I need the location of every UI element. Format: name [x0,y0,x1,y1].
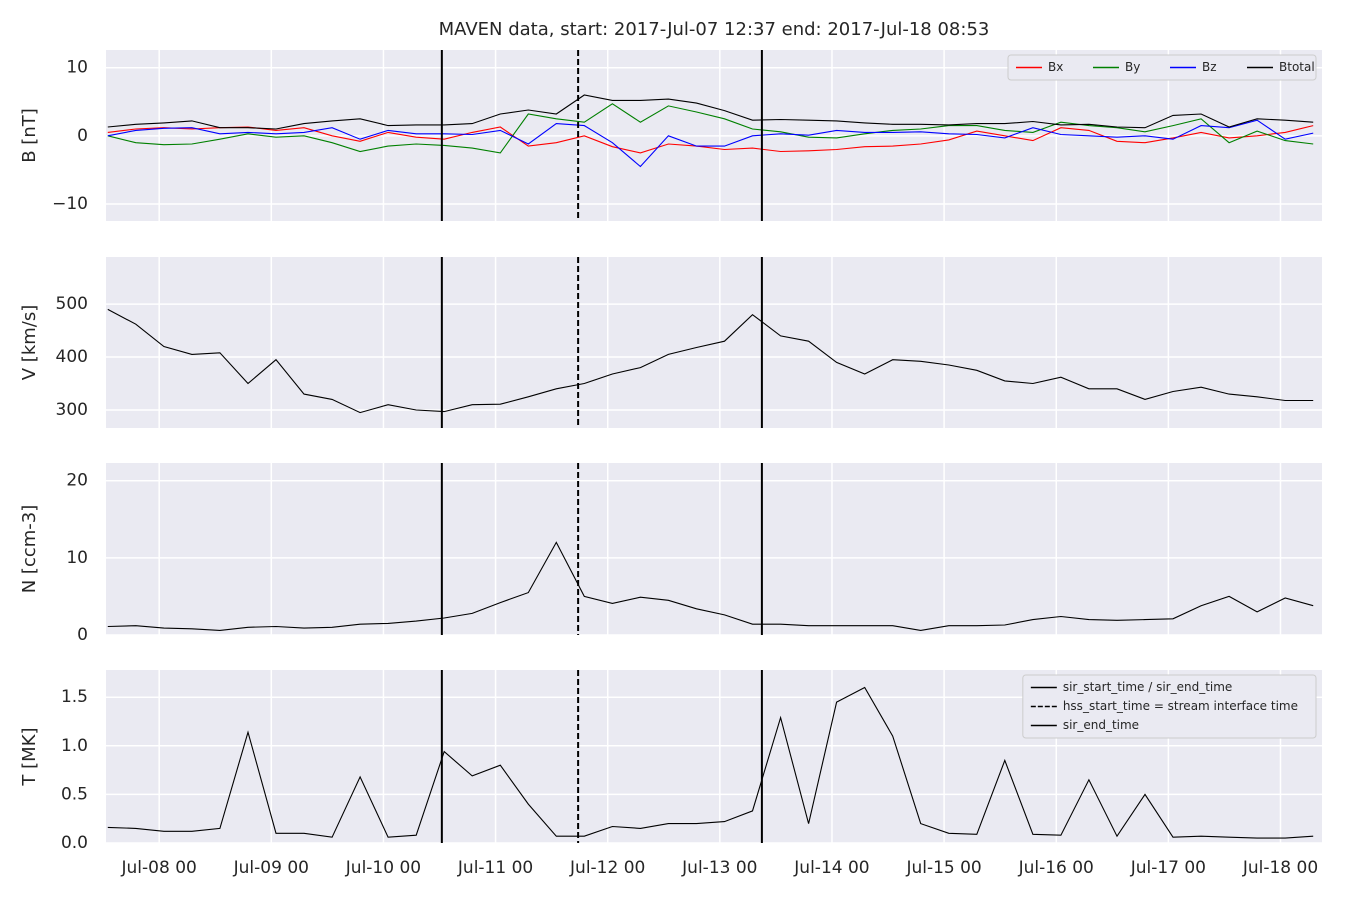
legend-label: sir_end_time [1063,718,1139,732]
y-axis-label: T [MK] [19,727,40,786]
data-line [107,103,1314,154]
data-line [107,125,1314,154]
y-axis-label: B [nT] [19,108,40,163]
y-tick-label: 1.5 [61,687,88,707]
legend-box [1022,674,1317,739]
data-line [107,541,1314,631]
y-tick-label: 300 [56,400,88,420]
y-tick-label: −10 [52,194,88,214]
x-tick-label: Jul-12 00 [569,858,645,878]
legend: sir_start_time / sir_end_time hss_start_t… [1030,680,1298,732]
x-tick-label: Jul-16 00 [1018,858,1094,878]
legend-label: hss_start_time = stream interface time [1063,699,1298,713]
legend-label: Btotal [1279,60,1315,74]
plot-background [106,257,1322,428]
data-line [107,119,1314,168]
x-tick-label: Jul-17 00 [1130,858,1206,878]
y-tick-label: 500 [56,294,88,314]
chart-title: MAVEN data, start: 2017-Jul-07 12:37 end… [439,19,990,40]
legend: Bx By Bz Btotal [1016,60,1315,74]
y-tick-label: 1.0 [61,736,88,756]
x-tick-label: Jul-10 00 [345,858,421,878]
y-tick-label: 0.5 [61,784,88,804]
data-line [107,686,1314,839]
x-tick-label: Jul-11 00 [457,858,533,878]
legend-label: sir_start_time / sir_end_time [1063,680,1233,694]
y-tick-label: 0.0 [61,833,88,853]
plot-background [106,463,1322,635]
legend-box [1007,54,1317,81]
y-axis-label: N [ccm-3] [19,505,40,594]
x-tick-label: Jul-08 00 [121,858,197,878]
legend-label: Bx [1048,60,1063,74]
data-line [107,94,1314,130]
x-tick-label: Jul-13 00 [681,858,757,878]
data-line [107,308,1314,414]
x-tick-label: Jul-18 00 [1242,858,1318,878]
y-tick-label: 0 [77,126,88,146]
y-tick-label: 10 [66,548,88,568]
legend-label: By [1125,60,1140,74]
x-tick-label: Jul-09 00 [233,858,309,878]
y-axis-label: V [km/s] [19,305,40,380]
x-tick-label: Jul-15 00 [905,858,981,878]
y-tick-label: 20 [66,471,88,491]
y-tick-label: 400 [56,347,88,367]
x-tick-label: Jul-14 00 [793,858,869,878]
legend-label: Bz [1202,60,1217,74]
y-tick-label: 10 [66,58,88,78]
y-tick-label: 0 [77,625,88,645]
